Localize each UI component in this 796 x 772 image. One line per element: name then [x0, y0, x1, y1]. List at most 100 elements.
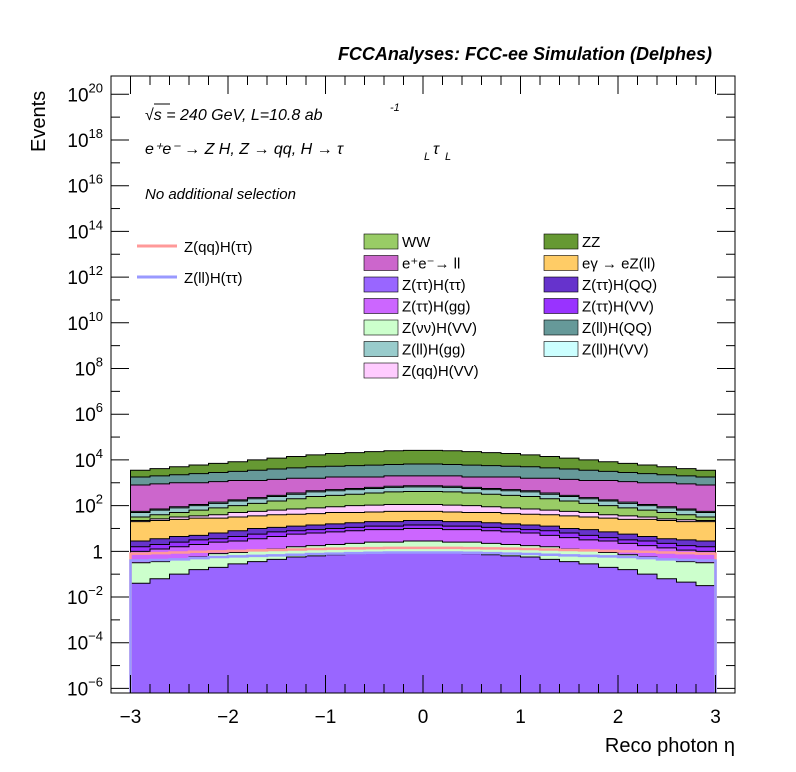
- x-tick-label: 2: [613, 707, 624, 728]
- y-tick-label: 1016: [67, 172, 103, 198]
- stack-bar: [501, 555, 521, 693]
- y-tick-label: 102: [75, 492, 103, 518]
- legend-swatch: [363, 362, 399, 379]
- signal-line: [129, 551, 717, 693]
- legend-label: Z(νν)H(VV): [402, 320, 477, 337]
- stack-bar: [657, 578, 677, 693]
- legend-label: Z(ττ)H(gg): [402, 299, 471, 316]
- process-subscript-1: L: [424, 151, 430, 163]
- stack-bar: [286, 557, 307, 693]
- x-tick-label: 3: [710, 707, 721, 728]
- y-tick-label: 104: [75, 446, 103, 472]
- stack-outline: [130, 486, 716, 693]
- energy-lumi-text: = 240 GeV, L=10.8 ab: [162, 107, 323, 124]
- y-tick-label: 108: [75, 355, 103, 381]
- legend: Z(qq)H(ττ) Z(ll)H(ττ) WW ZZ e⁺e⁻→ ll eγ → eZ(…: [137, 233, 657, 380]
- signal-line-layer: [129, 546, 717, 693]
- legend-label: Z(ττ)H(ττ): [402, 277, 466, 294]
- legend-swatch: [363, 233, 399, 250]
- stack-bar: [403, 552, 424, 693]
- stack-bar: [247, 561, 268, 693]
- stack-bar: [325, 554, 346, 693]
- legend-swatch: [543, 298, 579, 314]
- process-tau-2: τ: [433, 141, 440, 158]
- legend-swatch: [363, 319, 399, 336]
- legend-label: Z(ll)H(QQ): [582, 320, 652, 337]
- stack-bar: [130, 583, 151, 693]
- legend-swatch: [363, 341, 399, 357]
- stack-bar: [579, 563, 599, 693]
- legend-swatch: [543, 276, 579, 293]
- process-text: e⁺e⁻ → Z H, Z → qq, H → τ: [145, 141, 344, 158]
- legend-label: Z(ll)H(gg): [402, 342, 465, 359]
- legend-swatch: [543, 255, 579, 271]
- x-tick-label: 0: [418, 707, 429, 728]
- stack-bar: [559, 561, 580, 693]
- process-subscript-2: L: [445, 151, 451, 163]
- y-tick-label: 10−4: [67, 629, 103, 655]
- stack-bar: [520, 557, 541, 693]
- stack-bar: [267, 559, 287, 693]
- stack-bar: [345, 553, 365, 693]
- stack-outline: [130, 510, 716, 693]
- legend-swatch: [543, 233, 579, 250]
- stack-bar: [150, 578, 170, 693]
- stack-bar: [306, 555, 326, 693]
- stack-bar: [540, 559, 560, 693]
- legend-swatch: [363, 298, 399, 314]
- legend-label: WW: [402, 234, 431, 251]
- y-tick-label: 10−6: [67, 674, 103, 700]
- energy-annotation: √s = 240 GeV, L=10.8 ab -1: [145, 102, 400, 124]
- stack-outline: [130, 527, 716, 693]
- legend-label: ZZ: [582, 234, 600, 251]
- stack-outline: [130, 490, 716, 693]
- selection-annotation: No additional selection: [145, 186, 296, 203]
- y-tick-label: 1012: [67, 263, 103, 289]
- stack-bar: [423, 552, 443, 693]
- stack-bar: [598, 567, 619, 693]
- stack-bar: [189, 569, 209, 693]
- stack-series: [130, 551, 716, 693]
- legend-label: Z(ll)H(VV): [582, 342, 649, 359]
- legend-line-label: Z(qq)H(ττ): [184, 239, 253, 256]
- stack-outline: [130, 540, 716, 693]
- process-annotation: e⁺e⁻ → Z H, Z → qq, H → τ L τ L: [145, 141, 451, 163]
- legend-swatch: [363, 276, 399, 293]
- y-tick-label: 1014: [67, 217, 103, 243]
- stack-bar: [228, 563, 248, 693]
- y-axis-label: Events: [28, 91, 50, 152]
- y-tick-label: 1018: [67, 126, 103, 152]
- x-tick-label: 1: [515, 707, 526, 728]
- legend-label: Z(ττ)H(VV): [582, 299, 654, 316]
- energy-sqrt-s: √s: [145, 107, 162, 124]
- x-tick-label: −2: [217, 707, 239, 728]
- stack-outline: [130, 463, 716, 693]
- axis-layer: −3 −2 −1 0 1 2 3 10−6 10−4 10−2 1 102 104 106 108 1010 1…: [67, 76, 736, 728]
- stack-bar: [696, 585, 716, 693]
- stack-bar: [481, 554, 502, 693]
- legend-swatch: [363, 255, 399, 271]
- y-tick-label: 106: [75, 400, 103, 426]
- stack-bar: [364, 552, 385, 693]
- svg-text:√s = 240 GeV, L=10.8 ab: √s = 240 GeV, L=10.8 ab: [145, 107, 323, 124]
- y-tick-label: 1010: [67, 309, 103, 335]
- stack-outline: [130, 503, 716, 693]
- legend-label: Z(qq)H(VV): [402, 363, 479, 380]
- stack-layer: [130, 449, 716, 693]
- x-tick-label: −1: [315, 707, 337, 728]
- stack-bar: [384, 552, 404, 693]
- stack-outline: [130, 519, 716, 693]
- stack-bar: [637, 574, 658, 693]
- stack-bar: [208, 567, 229, 693]
- legend-label: Z(ττ)H(QQ): [582, 277, 657, 294]
- legend-swatch: [543, 319, 579, 336]
- stack-bar: [442, 552, 463, 693]
- chart-title: FCCAnalyses: FCC-ee Simulation (Delphes): [338, 44, 712, 64]
- legend-swatch: [543, 341, 579, 357]
- stack-outline: [130, 524, 716, 693]
- x-tick-label: −3: [120, 707, 142, 728]
- stack-bar: [618, 569, 638, 693]
- stack-bar: [462, 553, 482, 693]
- legend-label: e⁺e⁻→ ll: [402, 256, 460, 273]
